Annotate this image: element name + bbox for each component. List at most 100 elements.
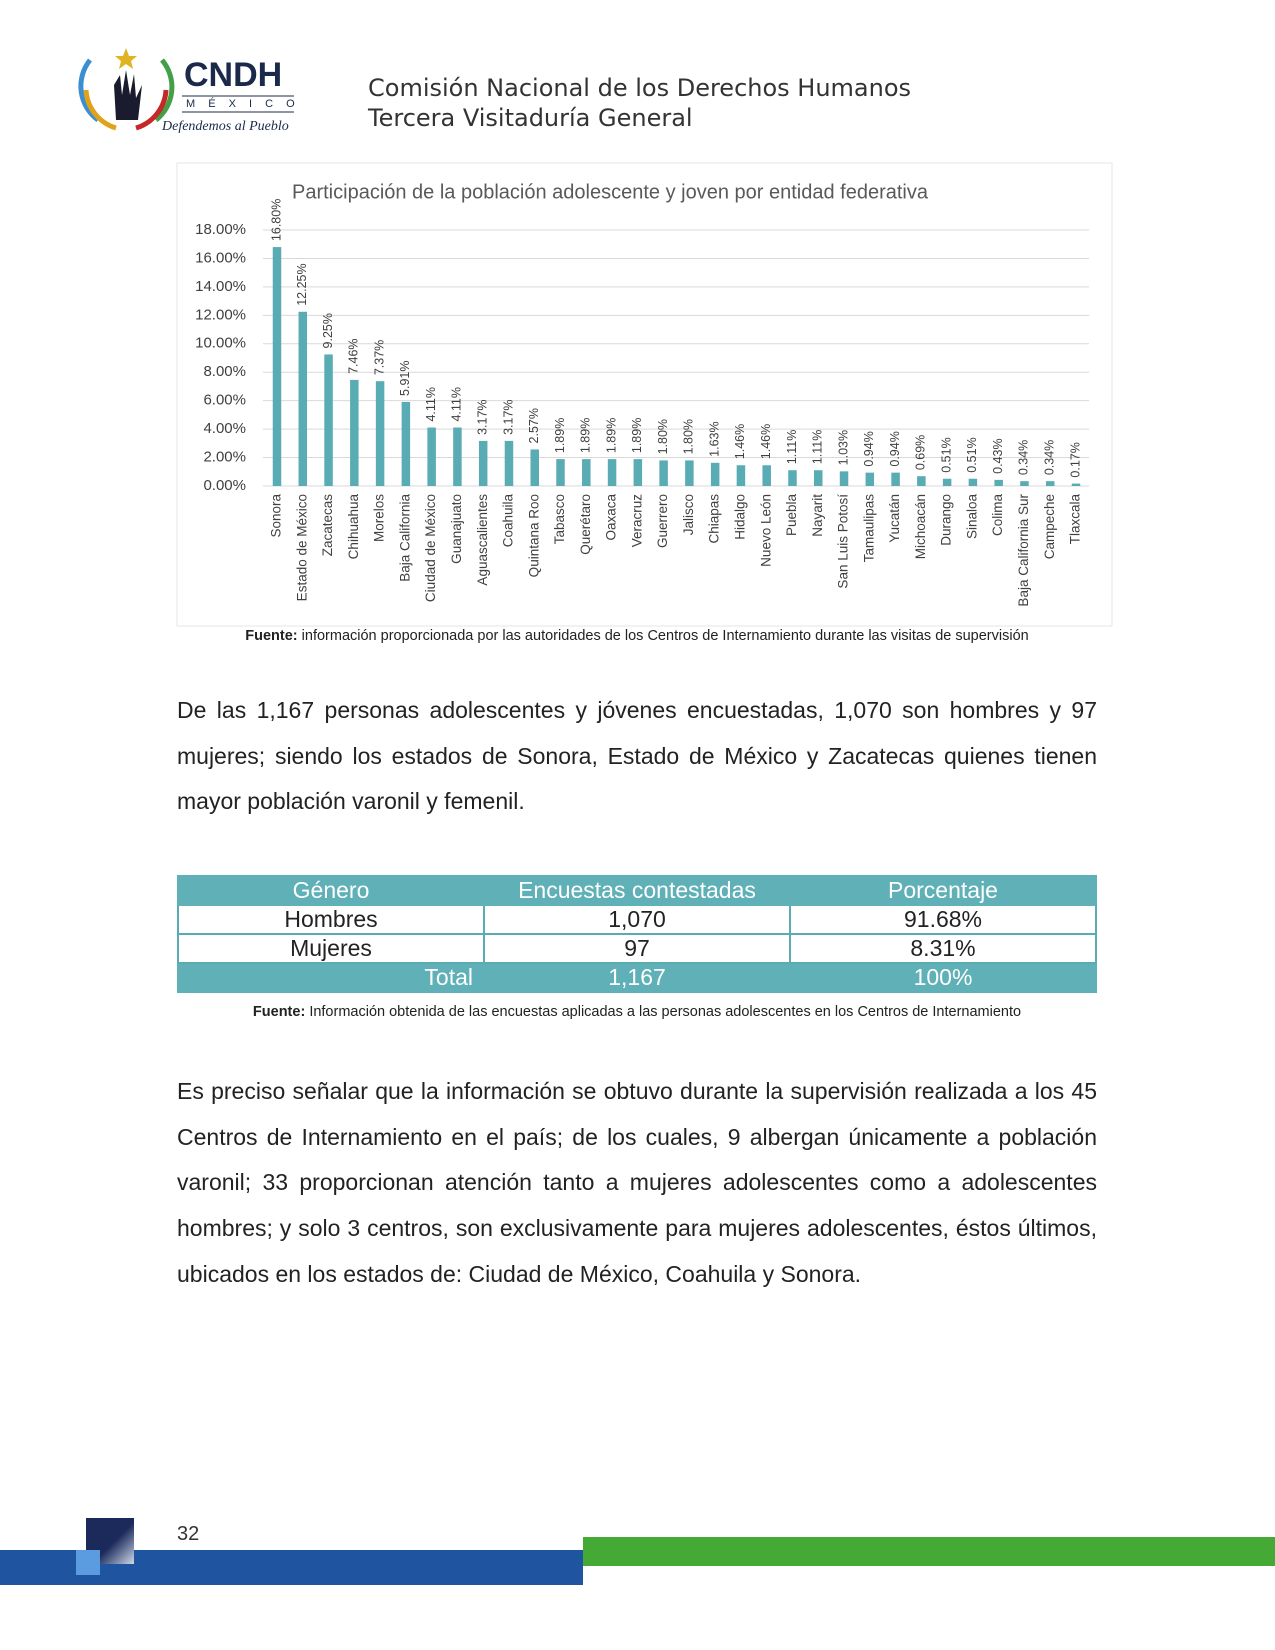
value-label: 1.80% — [682, 419, 696, 454]
logo: CNDH M É X I C O Defendemos al Pueblo — [78, 48, 300, 134]
x-tick-label: Chiapas — [707, 494, 722, 544]
y-tick-label: 0.00% — [203, 477, 246, 494]
bar — [453, 427, 462, 486]
y-tick-label: 4.00% — [203, 420, 246, 437]
x-tick-label: Quintana Roo — [526, 494, 541, 577]
value-label: 4.11% — [424, 387, 438, 422]
bar — [710, 462, 720, 486]
paragraph: Es preciso señalar que la información se… — [177, 1078, 1097, 1287]
x-tick-label: Sinaloa — [964, 494, 979, 540]
header-cell: Porcentaje — [789, 875, 1097, 906]
hand-icon — [114, 70, 142, 120]
footer-bar-green — [583, 1537, 1275, 1566]
value-label: 1.89% — [604, 418, 618, 453]
value-label: 3.17% — [501, 399, 515, 434]
x-tick-label: Querétaro — [578, 494, 593, 555]
value-label: 1.89% — [579, 418, 593, 453]
value-label: 1.63% — [707, 421, 721, 456]
x-tick-label: Nayarit — [810, 494, 825, 537]
x-tick-label: Colima — [990, 494, 1005, 537]
value-label: 0.17% — [1068, 442, 1082, 477]
star-icon — [115, 48, 137, 69]
total-cell: 100% — [789, 962, 1097, 993]
value-label: 0.34% — [1017, 440, 1031, 475]
data-table: Género Encuestas contestadas Porcentaje … — [177, 875, 1097, 993]
bar — [633, 459, 643, 486]
table-header: Género Encuestas contestadas Porcentaje — [177, 875, 1097, 906]
bar — [1045, 481, 1055, 486]
value-label: 1.46% — [733, 424, 747, 459]
bar — [530, 449, 539, 486]
cell: 91.68% — [789, 904, 1097, 935]
y-tick-label: 6.00% — [203, 392, 246, 409]
x-tick-label: Puebla — [784, 494, 799, 537]
x-tick-label: Hidalgo — [732, 494, 747, 540]
value-label: 2.57% — [527, 408, 541, 443]
value-label: 1.46% — [759, 424, 773, 459]
value-label: 0.43% — [991, 438, 1005, 473]
value-label: 0.34% — [1043, 440, 1057, 475]
y-tick-label: 12.00% — [195, 306, 246, 323]
value-label: 16.80% — [269, 199, 283, 241]
bar — [968, 478, 978, 486]
value-label: 4.11% — [450, 387, 464, 422]
bar — [375, 381, 385, 486]
y-tick-label: 14.00% — [195, 278, 246, 295]
wreath-left-2 — [83, 89, 117, 131]
wreath-right-2 — [135, 89, 169, 131]
bar — [942, 478, 952, 486]
value-label: 12.25% — [295, 263, 309, 305]
y-tick-label: 16.00% — [195, 249, 246, 266]
value-label: 1.89% — [630, 418, 644, 453]
header-cell: Encuestas contestadas — [483, 875, 791, 906]
value-label: 1.11% — [785, 430, 799, 465]
y-tick-label: 8.00% — [203, 363, 246, 380]
bar — [1020, 481, 1029, 486]
x-tick-label: San Luis Potosí — [836, 494, 851, 589]
total-cell: 1,167 — [483, 962, 791, 993]
source-text: información proporcionada por las autori… — [301, 628, 1029, 644]
cell: Mujeres — [177, 933, 485, 964]
x-tick-label: Ciudad de México — [423, 494, 438, 602]
bar — [298, 311, 308, 486]
value-label: 0.51% — [939, 437, 953, 472]
logo-country: M É X I C O — [186, 97, 300, 110]
table-row: Hombres 1,070 91.68% — [177, 904, 1097, 935]
bar — [350, 379, 359, 486]
header-line: Tercera Visitaduría General — [368, 104, 693, 132]
logo-motto: Defendemos al Pueblo — [161, 119, 289, 134]
x-tick-label: Campeche — [1042, 494, 1057, 559]
x-tick-label: Sonora — [269, 494, 284, 538]
bar — [582, 459, 591, 486]
x-tick-label: Guerrero — [655, 494, 670, 548]
total-cell: Total — [177, 962, 485, 993]
value-label: 1.03% — [836, 430, 850, 465]
x-tick-label: Aguascalientes — [475, 494, 490, 586]
x-tick-label: Michoacán — [913, 494, 928, 559]
value-label: 7.37% — [372, 340, 386, 375]
value-label: 0.94% — [862, 431, 876, 466]
value-label: 3.17% — [475, 399, 489, 434]
chart-title: Participación de la población adolescent… — [292, 181, 929, 203]
bar — [788, 470, 797, 486]
value-label: 0.94% — [888, 431, 902, 466]
bar — [324, 354, 333, 486]
x-tick-label: Estado de México — [294, 494, 309, 601]
bar — [272, 247, 282, 486]
x-tick-label: Zacatecas — [320, 494, 335, 557]
x-tick-label: Guanajuato — [449, 494, 464, 564]
table-row: Mujeres 97 8.31% — [177, 933, 1097, 964]
x-tick-label: Tabasco — [552, 494, 567, 544]
y-tick-label: 2.00% — [203, 449, 246, 466]
bar — [556, 459, 565, 486]
wreath-left — [78, 58, 100, 123]
header-line: Comisión Nacional de los Derechos Humano… — [368, 74, 912, 102]
x-tick-label: Chihuahua — [346, 494, 361, 560]
x-tick-label: Baja California Sur — [1016, 494, 1031, 607]
value-label: 0.51% — [965, 437, 979, 472]
source-label: Fuente: — [245, 628, 298, 644]
wreath-right — [154, 58, 175, 122]
bar — [917, 476, 926, 486]
bar — [865, 472, 875, 486]
